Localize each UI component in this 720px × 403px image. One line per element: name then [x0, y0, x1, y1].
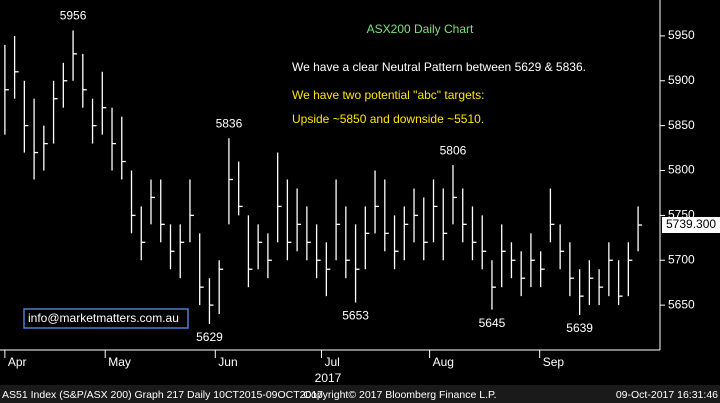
annotation-text: We have two potential "abc" targets: [292, 88, 484, 102]
x-tick-label: Apr [8, 355, 27, 369]
last-price-box [662, 216, 720, 233]
x-tick-label: May [108, 355, 131, 369]
x-tick-label: Sep [543, 355, 565, 369]
y-tick-label: 5800 [668, 163, 695, 177]
annotation-text: We have a clear Neutral Pattern between … [292, 60, 586, 74]
y-tick-label: 5700 [668, 252, 695, 266]
y-tick-label: 5850 [668, 118, 695, 132]
annotation: 5639 [566, 321, 593, 335]
x-tick-label: Jun [218, 355, 237, 369]
annotation: 5629 [196, 330, 223, 344]
annotation: 5653 [342, 309, 369, 323]
last-price-label: 5739.300 [666, 217, 716, 231]
y-tick-label: 5900 [668, 73, 695, 87]
chart-title: ASX200 Daily Chart [367, 22, 474, 36]
status-bar [0, 385, 720, 403]
year-label: 2017 [315, 371, 342, 385]
footer-text: AS51 Index (S&P/ASX 200) Graph 217 Daily… [2, 389, 323, 401]
footer-text: 09-Oct-2017 16:31:46 [616, 389, 718, 401]
annotation: 5645 [479, 316, 506, 330]
annotation: 5806 [440, 143, 467, 157]
y-tick-label: 5950 [668, 28, 695, 42]
annotation: 5956 [60, 9, 87, 23]
footer-text: Copyright© 2017 Bloomberg Finance L.P. [303, 389, 496, 401]
contact: info@marketmatters.com.au [28, 311, 179, 325]
x-tick-label: Jul [324, 355, 339, 369]
annotation-text: Upside ~5850 and downside ~5510. [292, 112, 484, 126]
x-tick-label: Aug [433, 355, 454, 369]
annotation: 5836 [216, 116, 243, 130]
contact-box [23, 308, 189, 329]
y-tick-label: 5650 [668, 297, 695, 311]
